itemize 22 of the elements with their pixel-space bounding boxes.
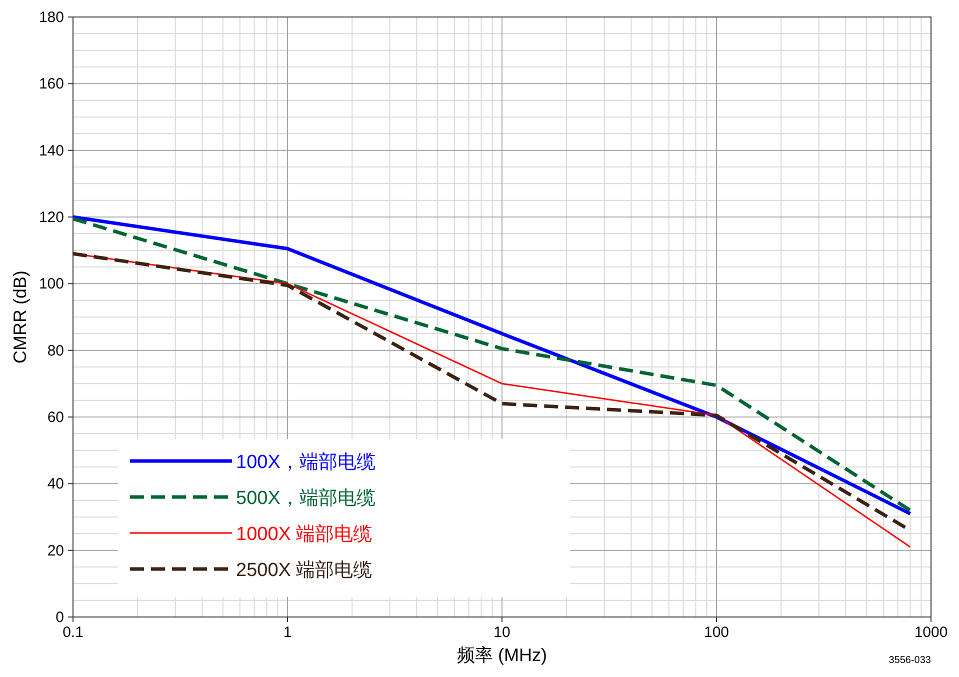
x-tick-label: 0.1 <box>62 624 84 641</box>
y-tick-label: 140 <box>38 142 64 160</box>
text: 100X，端部电缆 <box>236 451 376 473</box>
x-tick-label: 100 <box>704 624 730 641</box>
text: 2500X 端部电缆 <box>236 559 372 581</box>
text: 3556-033 <box>888 655 932 666</box>
text: 500X，端部电缆 <box>236 487 376 509</box>
text: 1000X 端部电缆 <box>236 523 372 545</box>
y-tick-label: 180 <box>38 9 64 26</box>
y-tick-label: 40 <box>47 476 64 493</box>
y-tick-label: 0 <box>56 609 64 626</box>
y-tick-label: 20 <box>47 542 64 560</box>
x-axis-title: 频率 (MHz) <box>457 645 547 665</box>
x-tick-label: 1 <box>283 624 292 641</box>
y-tick-label: 120 <box>38 209 64 226</box>
x-tick-label: 10 <box>494 624 510 641</box>
x-tick-label: 1000 <box>914 624 948 641</box>
y-tick-label: 160 <box>38 76 64 93</box>
y-tick-label: 80 <box>47 342 64 360</box>
y-axis-title: CMRR (dB) <box>10 270 30 364</box>
y-tick-label: 100 <box>38 276 64 293</box>
y-tick-label: 60 <box>47 409 64 426</box>
